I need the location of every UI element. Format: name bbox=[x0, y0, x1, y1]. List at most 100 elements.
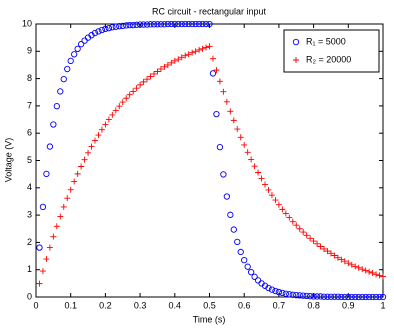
marker bbox=[67, 57, 74, 65]
marker bbox=[289, 218, 296, 225]
marker bbox=[369, 293, 376, 301]
marker bbox=[331, 293, 338, 300]
marker bbox=[241, 256, 248, 264]
marker bbox=[366, 268, 373, 275]
x-tick-label: 0.7 bbox=[273, 300, 286, 310]
marker bbox=[345, 260, 352, 267]
marker bbox=[130, 88, 137, 95]
marker bbox=[116, 23, 123, 30]
marker bbox=[338, 256, 345, 263]
marker bbox=[258, 175, 265, 182]
y-tick-label: 5 bbox=[27, 155, 32, 165]
marker bbox=[39, 203, 47, 211]
marker bbox=[43, 170, 50, 178]
marker bbox=[306, 293, 314, 300]
y-tick-label: 6 bbox=[27, 128, 32, 138]
marker bbox=[178, 54, 185, 61]
marker bbox=[376, 293, 383, 301]
marker bbox=[36, 244, 43, 251]
marker bbox=[136, 21, 144, 28]
marker bbox=[244, 149, 251, 156]
marker bbox=[39, 268, 46, 275]
marker bbox=[140, 78, 147, 85]
marker bbox=[265, 186, 272, 193]
marker bbox=[123, 95, 130, 102]
marker bbox=[144, 76, 151, 83]
marker bbox=[348, 293, 355, 301]
marker bbox=[352, 293, 359, 301]
marker bbox=[46, 143, 54, 150]
y-tick-label: 0 bbox=[27, 291, 32, 301]
y-tick-label: 3 bbox=[27, 209, 32, 219]
marker bbox=[345, 293, 352, 301]
marker bbox=[185, 20, 192, 28]
marker bbox=[67, 186, 74, 193]
marker bbox=[338, 293, 345, 301]
marker bbox=[365, 293, 373, 301]
marker bbox=[85, 149, 92, 156]
marker bbox=[147, 21, 154, 28]
marker bbox=[348, 261, 355, 268]
marker bbox=[216, 143, 224, 151]
marker bbox=[199, 45, 206, 52]
x-tick-label: 0.2 bbox=[99, 300, 112, 310]
marker bbox=[307, 235, 314, 242]
marker bbox=[81, 156, 88, 163]
marker bbox=[57, 213, 64, 220]
marker bbox=[230, 226, 237, 233]
marker bbox=[133, 85, 140, 92]
marker bbox=[60, 75, 67, 83]
marker bbox=[196, 46, 203, 53]
marker bbox=[50, 233, 57, 240]
marker bbox=[265, 284, 272, 292]
marker bbox=[289, 291, 296, 298]
marker bbox=[46, 244, 53, 251]
marker bbox=[119, 22, 126, 30]
marker bbox=[296, 225, 303, 232]
marker bbox=[251, 163, 258, 170]
marker bbox=[157, 66, 164, 73]
marker bbox=[272, 197, 279, 204]
marker bbox=[50, 121, 57, 128]
marker bbox=[230, 117, 237, 124]
marker bbox=[279, 206, 286, 213]
marker bbox=[376, 272, 383, 279]
marker bbox=[327, 293, 335, 300]
marker bbox=[175, 56, 182, 63]
marker bbox=[380, 273, 386, 280]
marker bbox=[352, 263, 359, 270]
marker bbox=[359, 266, 366, 273]
marker bbox=[53, 223, 60, 230]
y-tick-label: 10 bbox=[22, 18, 32, 28]
marker bbox=[293, 291, 300, 299]
marker bbox=[74, 170, 81, 177]
marker bbox=[296, 292, 303, 299]
marker bbox=[262, 181, 269, 188]
marker bbox=[78, 163, 85, 170]
x-tick-label: 0.3 bbox=[134, 300, 147, 310]
marker bbox=[293, 222, 300, 229]
marker bbox=[203, 44, 210, 51]
marker bbox=[206, 20, 213, 28]
x-tick-label: 0.9 bbox=[342, 300, 355, 310]
marker bbox=[91, 29, 99, 37]
marker bbox=[168, 20, 175, 28]
marker bbox=[98, 126, 105, 133]
marker bbox=[255, 169, 262, 176]
marker bbox=[130, 21, 137, 29]
marker bbox=[195, 20, 203, 28]
x-tick-label: 0.6 bbox=[238, 300, 251, 310]
marker bbox=[64, 65, 71, 73]
marker bbox=[300, 229, 307, 236]
x-tick-label: 1 bbox=[380, 300, 385, 310]
marker bbox=[154, 21, 161, 28]
y-tick-label: 8 bbox=[27, 73, 32, 83]
marker bbox=[77, 41, 85, 48]
marker bbox=[209, 55, 216, 62]
marker bbox=[300, 292, 307, 299]
marker bbox=[64, 195, 71, 202]
marker bbox=[154, 68, 161, 75]
y-tick-label: 2 bbox=[27, 237, 32, 247]
marker bbox=[286, 291, 293, 298]
